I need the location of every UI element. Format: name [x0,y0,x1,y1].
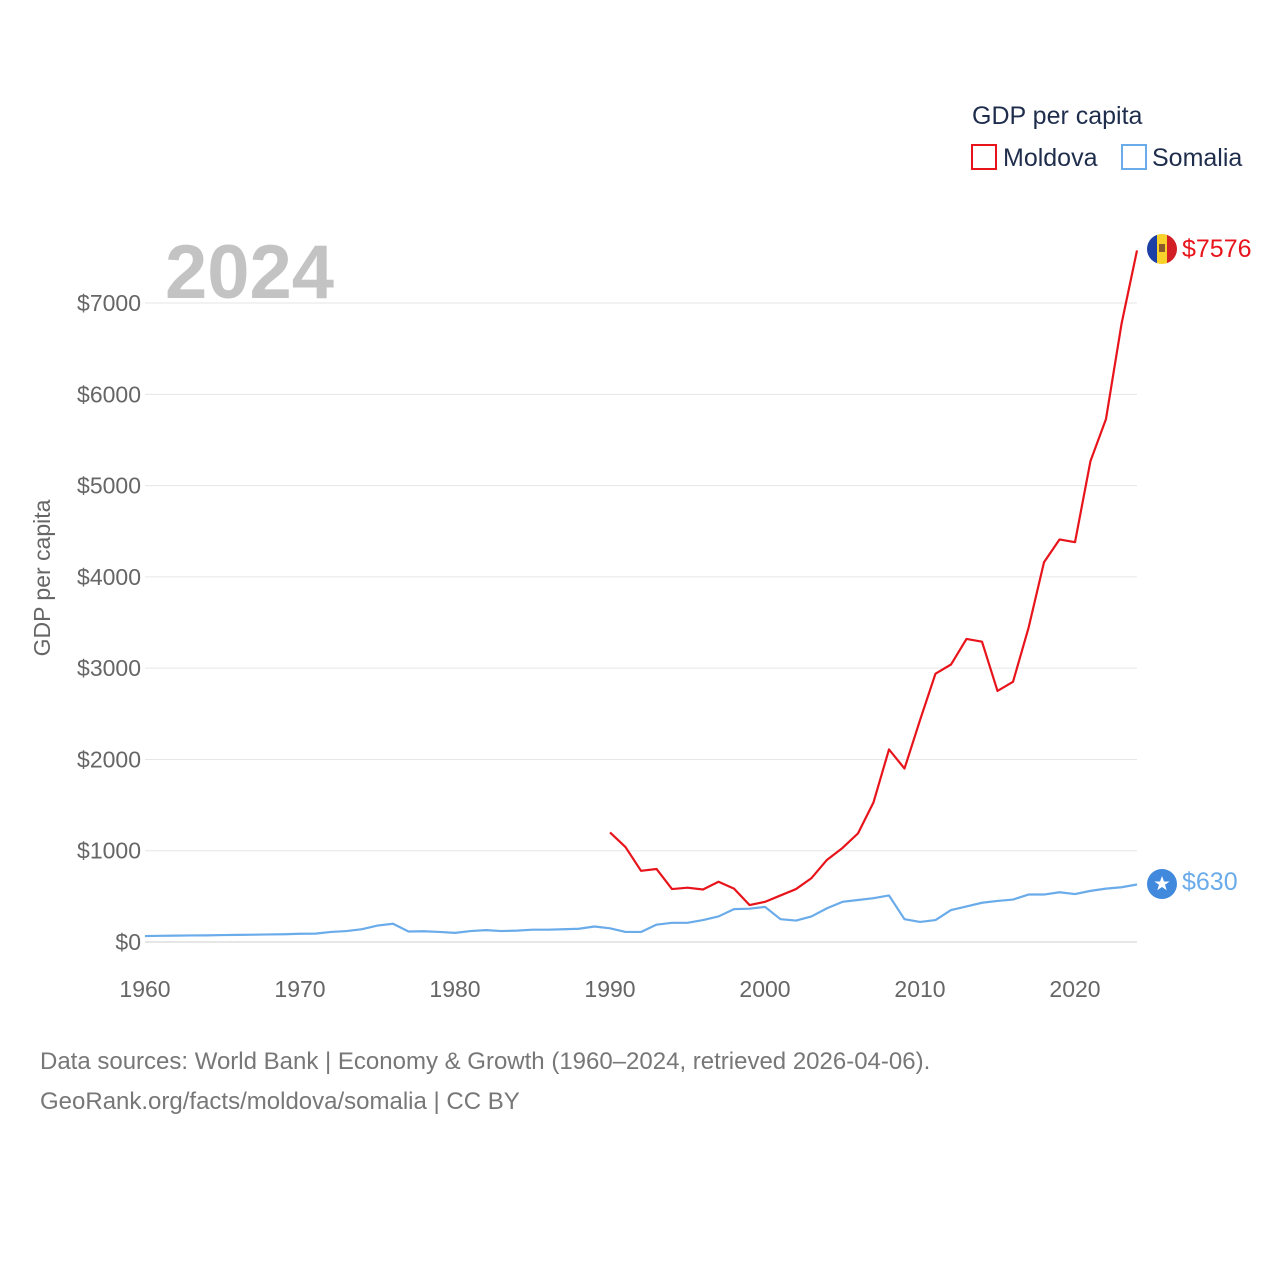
gridlines [145,302,1137,943]
x-axis-ticks: 1960 1970 1980 1990 2000 2010 2020 [119,976,1100,1002]
series-line-somalia[interactable] [144,883,1138,938]
series-lines [144,250,1139,938]
y-tick-label: $1000 [77,838,141,864]
y-axis-ticks: $0 $1000 $2000 $3000 $4000 $5000 $6000 $7000 [77,290,141,955]
year-label: 2024 [165,230,334,315]
x-tick-label: 1960 [119,976,170,1002]
x-tick-label: 1980 [429,976,480,1002]
y-tick-label: $6000 [77,381,141,407]
series-line-moldova[interactable] [609,250,1139,907]
somalia-end-value: $630 [1182,868,1238,896]
source-line-2[interactable]: GeoRank.org/facts/moldova/somalia | CC B… [40,1088,520,1115]
y-tick-label: $4000 [77,564,141,590]
somalia-end-marker: $630 [1147,868,1238,899]
moldova-flag-icon [1147,234,1177,264]
legend-swatch-somalia [1121,144,1147,170]
x-tick-label: 2020 [1049,976,1100,1002]
x-tick-label: 1990 [584,976,635,1002]
y-tick-label: $0 [115,929,141,955]
y-axis-label: GDP per capita [29,499,55,656]
somalia-flag-icon [1147,869,1177,899]
legend-item-somalia[interactable]: Somalia [1121,144,1242,172]
x-tick-label: 2000 [739,976,790,1002]
legend-title: GDP per capita [972,102,1143,130]
moldova-end-marker: $7576 [1147,234,1252,264]
y-tick-label: $7000 [77,290,141,316]
y-tick-label: $3000 [77,655,141,681]
y-tick-label: $2000 [77,746,141,772]
legend-swatch-moldova [971,144,997,170]
moldova-end-value: $7576 [1182,235,1252,263]
legend-label-moldova: Moldova [1003,144,1098,172]
source-line-1: Data sources: World Bank | Economy & Gro… [40,1048,930,1075]
legend: GDP per capita Moldova Somalia [971,102,1242,172]
x-tick-label: 1970 [274,976,325,1002]
y-tick-label: $5000 [77,473,141,499]
legend-item-moldova[interactable]: Moldova [971,144,1098,172]
legend-label-somalia: Somalia [1152,144,1242,172]
x-tick-label: 2010 [894,976,945,1002]
